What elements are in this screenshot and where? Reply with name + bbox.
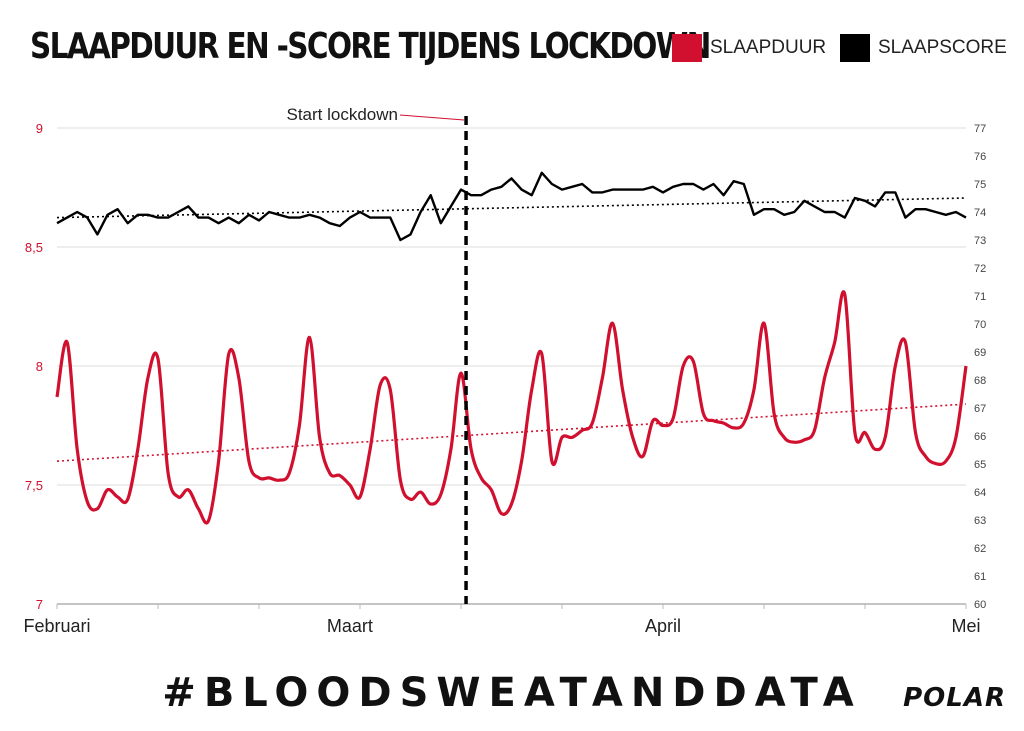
y-right-tick-label: 67	[974, 403, 986, 415]
y-right-tick-label: 63	[974, 515, 986, 527]
y-left-tick-label: 8	[36, 359, 43, 374]
chart-title: SLAAPDUUR EN -SCORE TIJDENS LOCKDOWN	[30, 26, 711, 67]
legend-item-slaapscore: SLAAPSCORE	[840, 34, 1007, 62]
trendline-slaapduur	[56, 403, 967, 462]
y-right-tick-label: 71	[974, 291, 986, 303]
y-right-tick-label: 61	[974, 571, 986, 583]
y-right-tick-label: 68	[974, 375, 986, 387]
y-right-tick-label: 69	[974, 347, 986, 359]
series-line-slaapduur	[55, 290, 968, 525]
legend-item-slaapduur: SLAAPDUUR	[672, 34, 826, 62]
hashtag: #BLOODSWEATANDDATA	[162, 670, 862, 716]
y-right-tick-label: 60	[974, 599, 986, 611]
annotation-leader-line	[399, 114, 465, 121]
y-right-tick-label: 77	[974, 123, 986, 135]
series-line-slaapscore	[56, 171, 967, 242]
y-right-tick-label: 62	[974, 543, 986, 555]
y-right-tick-label: 70	[974, 319, 986, 331]
y-right-tick-label: 76	[974, 151, 986, 163]
x-tick-label: Mei	[951, 616, 980, 636]
y-right-tick-label: 66	[974, 431, 986, 443]
x-tick-label: April	[645, 616, 681, 636]
y-right-tick-label: 73	[974, 235, 986, 247]
x-tick-label: Februari	[23, 616, 90, 636]
legend-swatch-slaapscore	[840, 34, 870, 62]
trendline-slaapscore	[56, 197, 967, 219]
polar-logo: POLAR	[903, 683, 1006, 713]
y-right-tick-label: 65	[974, 459, 986, 471]
legend-swatch-slaapduur	[672, 34, 702, 62]
y-right-tick-label: 64	[974, 487, 986, 499]
legend-label-slaapduur: SLAAPDUUR	[710, 37, 827, 58]
y-right-tick-label: 74	[974, 207, 986, 219]
y-left-tick-label: 8,5	[25, 240, 43, 255]
y-right-tick-label: 75	[974, 179, 986, 191]
x-tick-label: Maart	[327, 616, 373, 636]
y-right-tick-label: 72	[974, 263, 986, 275]
y-left-tick-label: 7	[36, 597, 43, 612]
y-left-tick-label: 9	[36, 121, 43, 136]
annotation-start-lockdown: Start lockdown	[287, 105, 399, 124]
legend-label-slaapscore: SLAAPSCORE	[878, 37, 1007, 58]
line-chart: 7 7,5 8 8,5 9 60 61 62 63 64 65 66 67 68 69 70 71 72 73 74 7…	[23, 105, 986, 636]
y-left-tick-label: 7,5	[25, 478, 43, 493]
